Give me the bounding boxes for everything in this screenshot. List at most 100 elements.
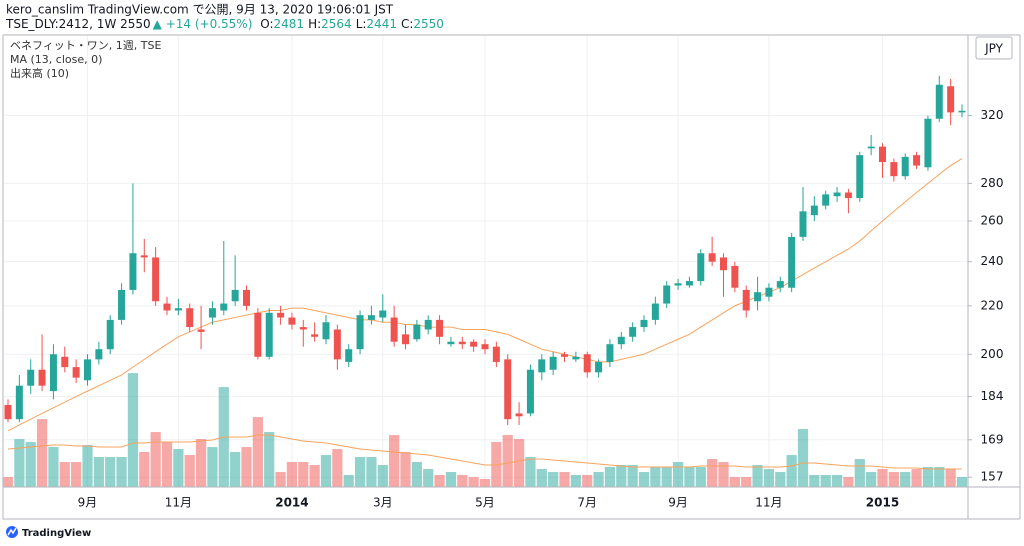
axes: 157 169 184 200 220 240 260 280 320 9月 11月 2014 3月 5月… [78,108,1004,509]
volume-bar [195,439,207,487]
quote-label: H: [308,17,321,31]
volume-bar [854,459,865,487]
ma-line [7,158,963,432]
y-tick-label: 220 [981,298,1004,312]
candle-body [844,192,852,199]
volume-bar [343,475,354,487]
y-tick-label: 169 [981,432,1004,446]
x-tick-label: 9月 [668,496,688,510]
candle-body [220,303,228,311]
volume-bar [389,435,400,487]
y-tick-label: 280 [981,176,1004,190]
volume-bar [127,373,139,487]
candle-body [277,312,285,318]
candle-body [447,341,455,345]
volume-bar [320,455,332,487]
volume-bar [843,477,854,487]
volume-bar [525,457,536,487]
volume-bar [922,467,934,487]
volume-bar [820,475,831,487]
candle-body [935,84,943,119]
volume-bar [570,475,581,487]
volume-bar [354,457,366,487]
candle-body [140,255,148,258]
volume-bar [468,477,479,487]
candle-body [924,118,932,168]
x-tick-label: 2014 [275,496,308,510]
volume-bar [661,467,672,487]
candle-body [788,236,796,288]
volume-bar [184,455,195,487]
quote-value: 2441 [366,17,397,31]
currency-box[interactable] [975,36,1013,60]
candle-body [84,359,91,381]
volume-bar [207,447,218,487]
candle-body [731,265,739,288]
quote-line: TSE_DLY:2412, 1W 2550 ▲ +14 (+0.55%) O:24… [5,17,444,31]
volume-bar [877,469,888,487]
y-tick-label: 184 [981,389,1004,403]
candle-body [822,194,830,206]
volume-bar [434,475,445,487]
volume-bar [559,472,570,487]
volume-bar [105,457,116,487]
candle-body [549,356,557,370]
candle-body [708,253,716,262]
volume-bar [298,462,309,487]
volume-bar [809,475,820,487]
symbol: TSE_DLY:2412, 1W 2550 [5,17,151,31]
candle-body [481,344,489,350]
quote-label: O: [260,17,273,31]
volume-bar [173,449,184,487]
legend-entry: 出来高 (10) [10,66,69,80]
candle-body [879,146,886,163]
volume-bar [513,439,525,487]
volume-bar [604,467,616,487]
candle-body [526,369,534,414]
candle-body [754,292,762,302]
candle-body [390,317,398,342]
candle-body [663,285,671,304]
candle-body [799,211,807,237]
candle-body [538,359,546,373]
candle-body [617,336,625,345]
volume-bar [775,472,786,487]
legend-entry: ベネフィット・ワン, 1週, TSE [10,39,161,52]
plot [2,75,968,487]
logo-mark [7,527,17,536]
volume-bar [252,417,263,487]
volume-bar [59,462,70,487]
volume-bar [638,472,650,487]
volume-bar [536,469,547,487]
candle-body [515,413,523,417]
y-tick-label: 320 [981,108,1004,122]
volume-bar [866,472,877,487]
candle-body [333,329,341,360]
currency[interactable]: JPY [984,42,1004,56]
candle-body [356,315,364,350]
volume-bar [582,475,593,487]
volume-bar [309,465,320,487]
volume-bar [377,465,388,487]
candle-body [901,156,909,177]
candle-body [504,359,512,420]
candle-body [72,367,80,378]
candle-body [95,349,103,360]
candle-body [913,155,921,166]
x-tick-label: 11月 [165,496,192,510]
candle-body [129,253,137,290]
volume-ma-line [7,434,962,470]
candle-body [765,287,773,297]
candle-body [4,404,12,420]
brand: TradingView [22,528,91,539]
volume-bar [275,472,286,487]
y-tick-label: 260 [981,214,1004,228]
candle-body [629,327,637,337]
quote-value: 2481 [274,17,305,31]
candle-body [61,356,69,368]
volume-bar [786,455,797,487]
candle-body [595,361,603,373]
candle-body [15,385,23,420]
